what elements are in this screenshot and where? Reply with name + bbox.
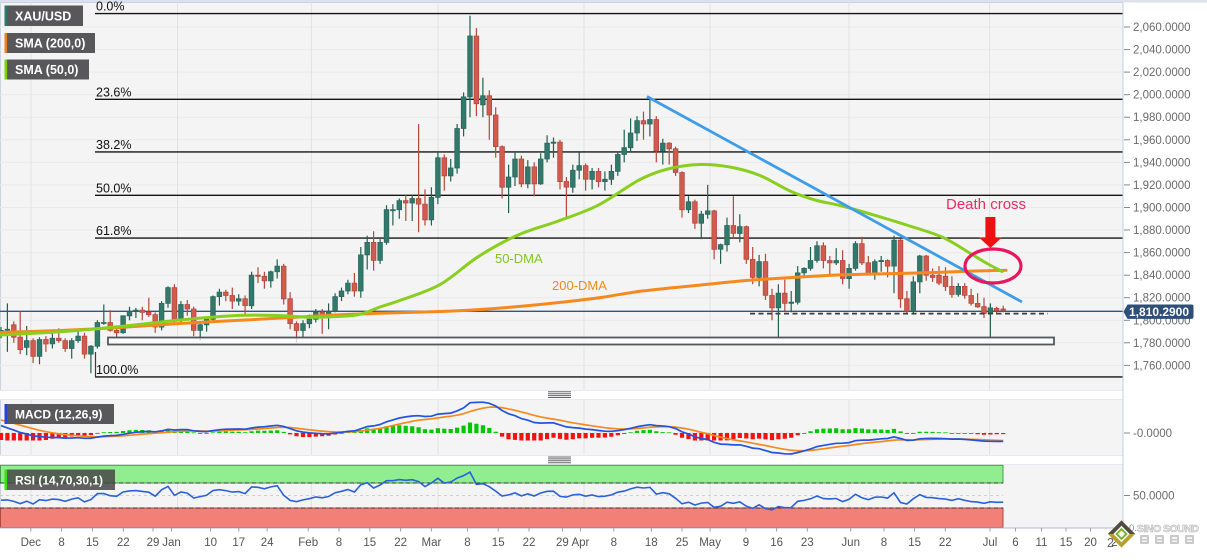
svg-text:SINO SOUND: SINO SOUND (1137, 523, 1199, 535)
svg-text:15: 15 (86, 537, 99, 549)
svg-text:Mar: Mar (421, 537, 441, 549)
svg-text:20: 20 (1084, 537, 1097, 549)
svg-text:Feb: Feb (298, 537, 318, 549)
svg-text:1,760.0000: 1,760.0000 (1133, 360, 1191, 372)
svg-text:Death cross: Death cross (946, 196, 1026, 213)
svg-text:23: 23 (801, 537, 814, 549)
svg-text:24: 24 (261, 537, 274, 549)
svg-text:15: 15 (1060, 537, 1073, 549)
svg-text:8: 8 (336, 537, 342, 549)
svg-text:1,900.0000: 1,900.0000 (1133, 203, 1191, 215)
svg-text:0.0%: 0.0% (96, 0, 125, 14)
svg-text:SMA (200,0): SMA (200,0) (15, 37, 85, 51)
svg-text:-0.0000: -0.0000 (1133, 428, 1172, 440)
svg-text:RSI (14,70,30,1): RSI (14,70,30,1) (15, 474, 103, 488)
svg-text:50.0000: 50.0000 (1133, 491, 1175, 503)
svg-text:8: 8 (611, 537, 617, 549)
svg-text:1,960.0000: 1,960.0000 (1133, 135, 1191, 147)
svg-text:23.6%: 23.6% (96, 85, 131, 99)
svg-text:15: 15 (492, 537, 505, 549)
svg-text:1,920.0000: 1,920.0000 (1133, 180, 1191, 192)
svg-text:1,980.0000: 1,980.0000 (1133, 112, 1191, 124)
svg-text:Dec: Dec (21, 537, 42, 549)
svg-text:22: 22 (117, 537, 130, 549)
svg-text:2: 2 (1107, 536, 1114, 550)
svg-text:22: 22 (394, 537, 407, 549)
svg-text:18: 18 (645, 537, 658, 549)
svg-text:200-DMA: 200-DMA (552, 278, 607, 293)
svg-text:Jun: Jun (841, 537, 860, 549)
svg-text:8: 8 (58, 537, 64, 549)
svg-text:2,020.0000: 2,020.0000 (1133, 67, 1191, 79)
svg-text:Jul: Jul (983, 537, 998, 549)
svg-text:May: May (699, 537, 721, 549)
svg-text:15: 15 (363, 537, 376, 549)
svg-text:17: 17 (232, 537, 245, 549)
svg-text:1,860.0000: 1,860.0000 (1133, 248, 1191, 260)
svg-text:100.0%: 100.0% (96, 363, 138, 377)
svg-text:1,820.0000: 1,820.0000 (1133, 293, 1191, 305)
svg-text:SMA (50,0): SMA (50,0) (15, 63, 78, 77)
svg-text:22: 22 (939, 537, 952, 549)
svg-text:38.2%: 38.2% (96, 138, 131, 152)
svg-text:15: 15 (908, 537, 921, 549)
svg-text:1,940.0000: 1,940.0000 (1133, 157, 1191, 169)
svg-text:2: 2 (1111, 537, 1117, 549)
svg-text:22: 22 (523, 537, 536, 549)
svg-text:2,060.0000: 2,060.0000 (1133, 22, 1191, 34)
svg-text:8: 8 (464, 537, 470, 549)
svg-text:2,040.0000: 2,040.0000 (1133, 45, 1191, 57)
svg-text:10: 10 (204, 537, 217, 549)
svg-text:Jan: Jan (162, 537, 181, 549)
svg-text:61.8%: 61.8% (96, 224, 131, 238)
svg-text:MACD (12,26,9): MACD (12,26,9) (15, 408, 102, 422)
svg-text:1,880.0000: 1,880.0000 (1133, 225, 1191, 237)
svg-text:8: 8 (881, 537, 887, 549)
svg-text:29: 29 (147, 537, 160, 549)
svg-text:1,810.2900: 1,810.2900 (1129, 305, 1189, 319)
svg-text:2,000.0000: 2,000.0000 (1133, 90, 1191, 102)
svg-text:50.0%: 50.0% (96, 181, 131, 195)
svg-text:9: 9 (743, 537, 749, 549)
svg-text:6: 6 (1012, 537, 1018, 549)
svg-text:Apr: Apr (571, 537, 589, 549)
svg-text:50-DMA: 50-DMA (495, 251, 543, 266)
svg-text:16: 16 (770, 537, 783, 549)
svg-text:0.: 0. (1129, 523, 1137, 534)
svg-text:25: 25 (676, 537, 689, 549)
svg-text:29: 29 (556, 537, 569, 549)
svg-text:1,780.0000: 1,780.0000 (1133, 338, 1191, 350)
svg-text:XAU/USD: XAU/USD (15, 9, 71, 23)
svg-text:11: 11 (1036, 537, 1048, 549)
svg-text:1,840.0000: 1,840.0000 (1133, 270, 1191, 282)
